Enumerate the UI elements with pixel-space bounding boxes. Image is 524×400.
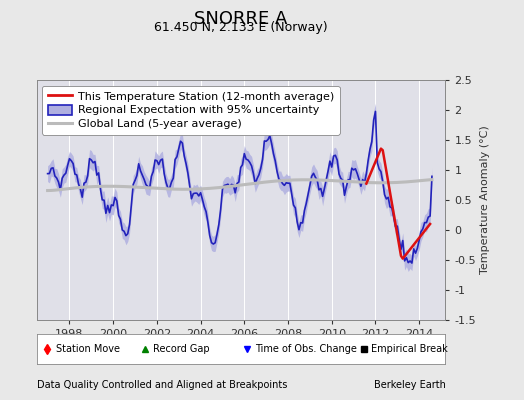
Text: 61.450 N, 2.133 E (Norway): 61.450 N, 2.133 E (Norway)	[154, 21, 328, 34]
Text: Berkeley Earth: Berkeley Earth	[374, 380, 445, 390]
Text: Time of Obs. Change: Time of Obs. Change	[255, 344, 357, 354]
Text: Data Quality Controlled and Aligned at Breakpoints: Data Quality Controlled and Aligned at B…	[37, 380, 287, 390]
Text: Empirical Break: Empirical Break	[371, 344, 448, 354]
Y-axis label: Temperature Anomaly (°C): Temperature Anomaly (°C)	[480, 126, 490, 274]
Text: SNORRE A: SNORRE A	[194, 10, 288, 28]
Text: Record Gap: Record Gap	[153, 344, 210, 354]
Legend: This Temperature Station (12-month average), Regional Expectation with 95% uncer: This Temperature Station (12-month avera…	[42, 86, 340, 134]
Text: Station Move: Station Move	[56, 344, 121, 354]
